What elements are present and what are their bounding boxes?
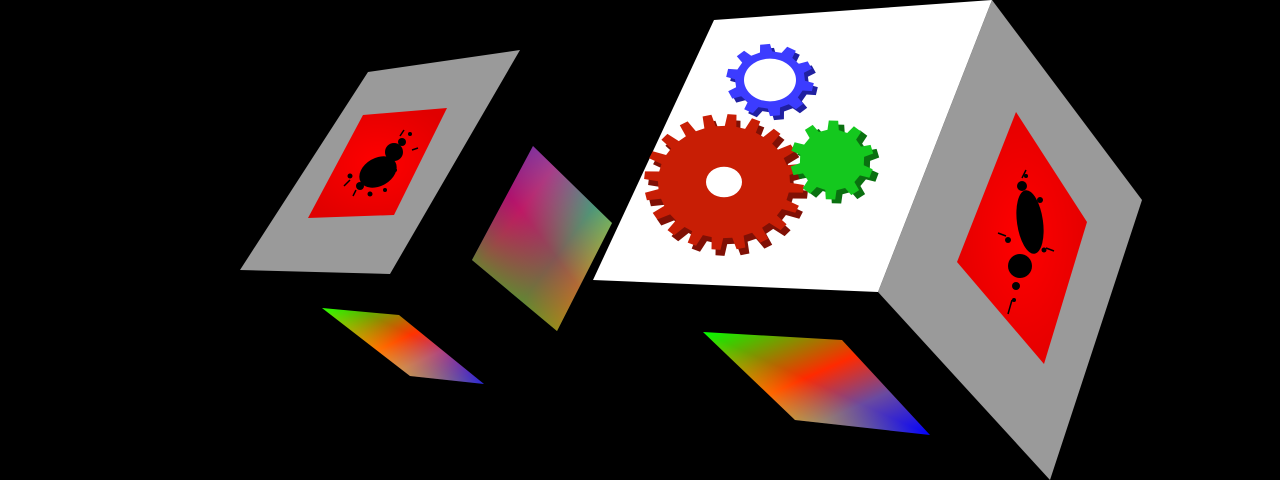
right-cube-right-face [878,0,1142,480]
right-cube [593,0,1142,480]
left-cube-side-face [472,146,612,331]
mandelbrot-set [997,169,1055,315]
left-cube-bottom-face [322,308,484,384]
mandelbrot-set [343,129,419,197]
small-right-gear-icon [790,120,880,204]
small-top-gear-icon [726,43,818,121]
gears-group [644,43,880,256]
left-cube-front-face [240,50,520,274]
left-cube [240,50,612,384]
large-gear-icon [644,114,808,256]
right-cube-bottom-face [703,332,930,435]
